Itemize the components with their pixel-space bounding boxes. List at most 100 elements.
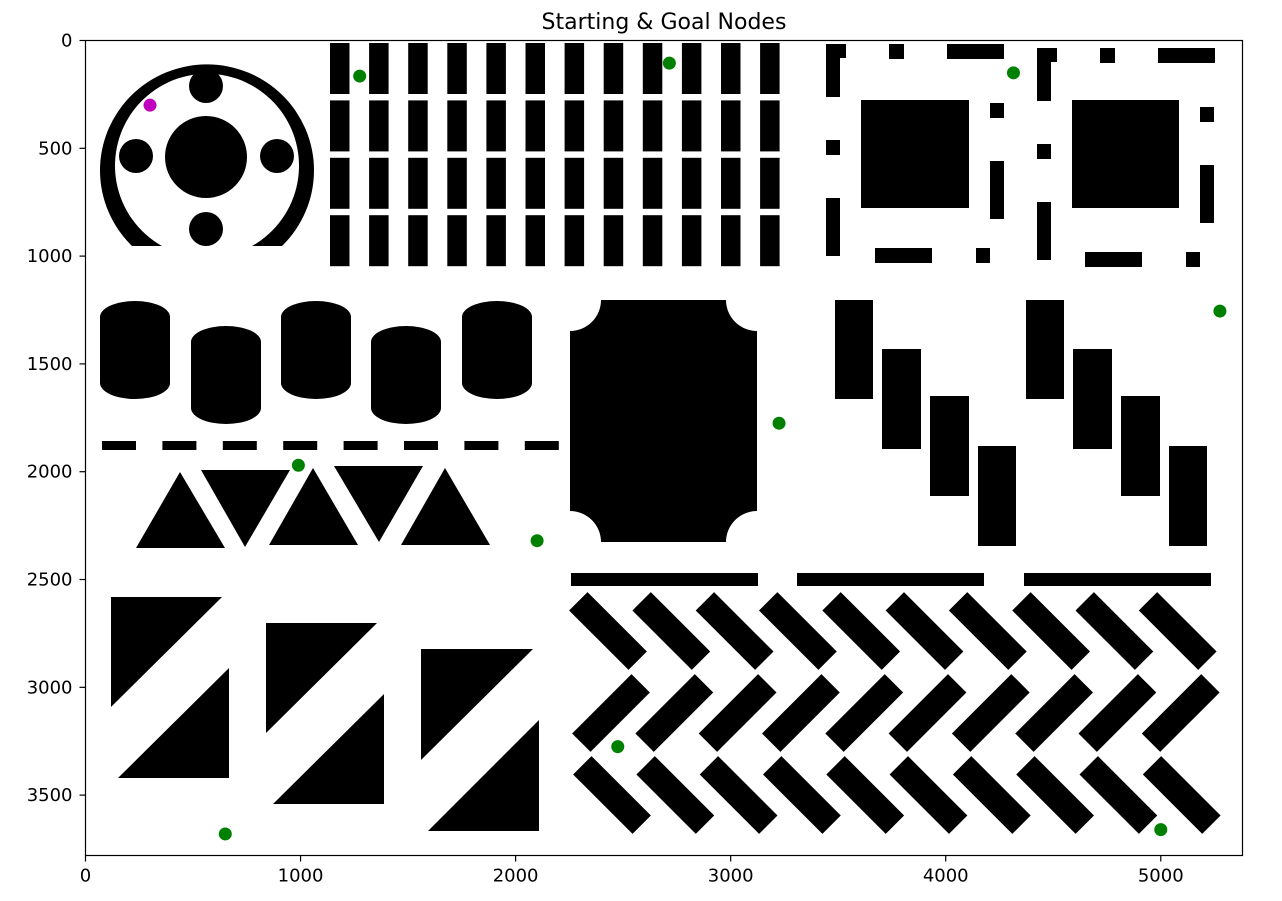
obstacle-wall [1158, 48, 1215, 63]
obstacle-bar [486, 100, 506, 152]
obstacle-bar [564, 157, 585, 209]
x-tick-label: 4000 [923, 866, 969, 887]
obstacle-wall [1037, 144, 1051, 159]
obstacle-bar [564, 100, 585, 152]
obstacle-bar [447, 215, 467, 267]
obstacle-diagonal-bar [951, 674, 1030, 752]
obstacle-dash [222, 441, 257, 450]
obstacle-diagonal-bar [889, 756, 968, 834]
goal-node-point [530, 534, 544, 548]
obstacle-bar [525, 215, 545, 267]
obstacle-diagonal-bar [636, 756, 715, 834]
obstacle-diagonal-bar [888, 674, 967, 752]
obstacle-diagonal-bar [698, 674, 777, 752]
obstacle-cylinder [100, 301, 170, 399]
obstacle-bar [603, 43, 624, 94]
obstacle-right-triangle [111, 597, 222, 707]
obstacle-step [882, 349, 921, 449]
obstacle-right-triangle [118, 668, 229, 778]
y-tick-label: 0 [61, 31, 72, 52]
obstacle-diagonal-bar [569, 592, 647, 670]
obstacle-bar [760, 157, 780, 209]
obstacle-bar [681, 100, 702, 152]
goal-node-point [611, 740, 625, 754]
obstacle-bar [486, 215, 506, 267]
goal-node-point [1154, 823, 1168, 837]
obstacle-bar [681, 215, 702, 267]
obstacle-bar [721, 215, 741, 267]
obstacle-bar [721, 43, 741, 94]
obstacle-diagonal-bar [759, 592, 837, 670]
obstacle-bar [330, 100, 350, 152]
obstacle-triangle [136, 472, 225, 548]
obstacle-wall [1200, 165, 1214, 223]
chart-title: Starting & Goal Nodes [542, 10, 787, 35]
obstacle-cylinder [462, 301, 532, 399]
obstacle-right-triangle [428, 720, 539, 831]
x-tick-label: 2000 [493, 866, 539, 887]
obstacle-diagonal-bar [762, 674, 840, 752]
y-tick-label: 3500 [27, 785, 73, 806]
obstacle-long-bar [797, 573, 984, 586]
obstacle-cylinders [100, 301, 532, 424]
obstacle-dash [102, 441, 136, 450]
obstacle-wall [826, 58, 840, 97]
x-tick-label: 0 [80, 866, 91, 887]
obstacle-diagonal-bar [1079, 756, 1158, 834]
x-tick-label: 1000 [278, 866, 324, 887]
obstacle-disc-right [260, 139, 294, 173]
obstacle-dash [404, 441, 438, 450]
obstacle-bar [564, 43, 585, 94]
obstacle-cylinder [281, 301, 351, 399]
obstacle-wall [889, 44, 904, 59]
obstacle-bar [447, 157, 467, 209]
obstacle-block [1072, 100, 1179, 208]
obstacle-long-bar [1024, 573, 1211, 586]
node-markers [143, 56, 1227, 841]
obstacle-bar [525, 100, 545, 152]
obstacle-wall [1037, 202, 1051, 260]
obstacle-bar [721, 100, 741, 152]
obstacle-step [1121, 396, 1160, 496]
obstacle-step [1026, 300, 1064, 399]
obstacle-bar [564, 215, 585, 267]
obstacle-wall [826, 140, 840, 155]
obstacle-diagonal-bar [1016, 756, 1094, 834]
obstacle-triangle [269, 468, 358, 545]
obstacle-diagonal-bar [948, 592, 1027, 670]
y-tick-label: 500 [38, 138, 72, 159]
obstacle-bar [486, 157, 506, 209]
y-axis: 0 500 1000 1500 2000 2500 3000 3500 [27, 31, 86, 806]
x-axis: 0 1000 2000 3000 4000 5000 [80, 855, 1184, 887]
obstacle-diagonal-bar [826, 756, 905, 834]
obstacle-diagonal-bar [885, 592, 964, 670]
obstacle-diagonal-bar [1138, 592, 1217, 670]
obstacle-bar [486, 43, 506, 94]
y-tick-label: 1500 [27, 354, 73, 375]
obstacle-bar [642, 215, 663, 267]
obstacle-wall [976, 248, 990, 263]
obstacle-bar [408, 43, 428, 94]
obstacle-disc-top [189, 69, 223, 103]
obstacle-step [835, 300, 873, 399]
obstacle-right-triangle [421, 649, 533, 760]
obstacle-diagonal-bar [1078, 674, 1157, 752]
obstacle-bar [681, 157, 702, 209]
obstacle-herringbone [569, 592, 1221, 834]
obstacle-diagonal-bar [695, 592, 774, 670]
goal-node-point [662, 56, 676, 70]
obstacle-bar [760, 100, 780, 152]
obstacle-block [861, 100, 969, 208]
obstacle-diagonal-bar [1141, 674, 1220, 752]
obstacle-bar [642, 157, 663, 209]
obstacle-wall [990, 103, 1004, 118]
obstacle-dash [283, 441, 318, 450]
obstacle-dash [524, 441, 559, 450]
obstacle-notched-block [570, 300, 757, 542]
y-tick-label: 3000 [27, 677, 73, 698]
obstacle-dash [162, 441, 197, 450]
obstacle-disc-left [119, 139, 153, 173]
obstacle-bar [603, 215, 624, 267]
obstacle-bar [603, 100, 624, 152]
goal-node-point [772, 416, 786, 430]
